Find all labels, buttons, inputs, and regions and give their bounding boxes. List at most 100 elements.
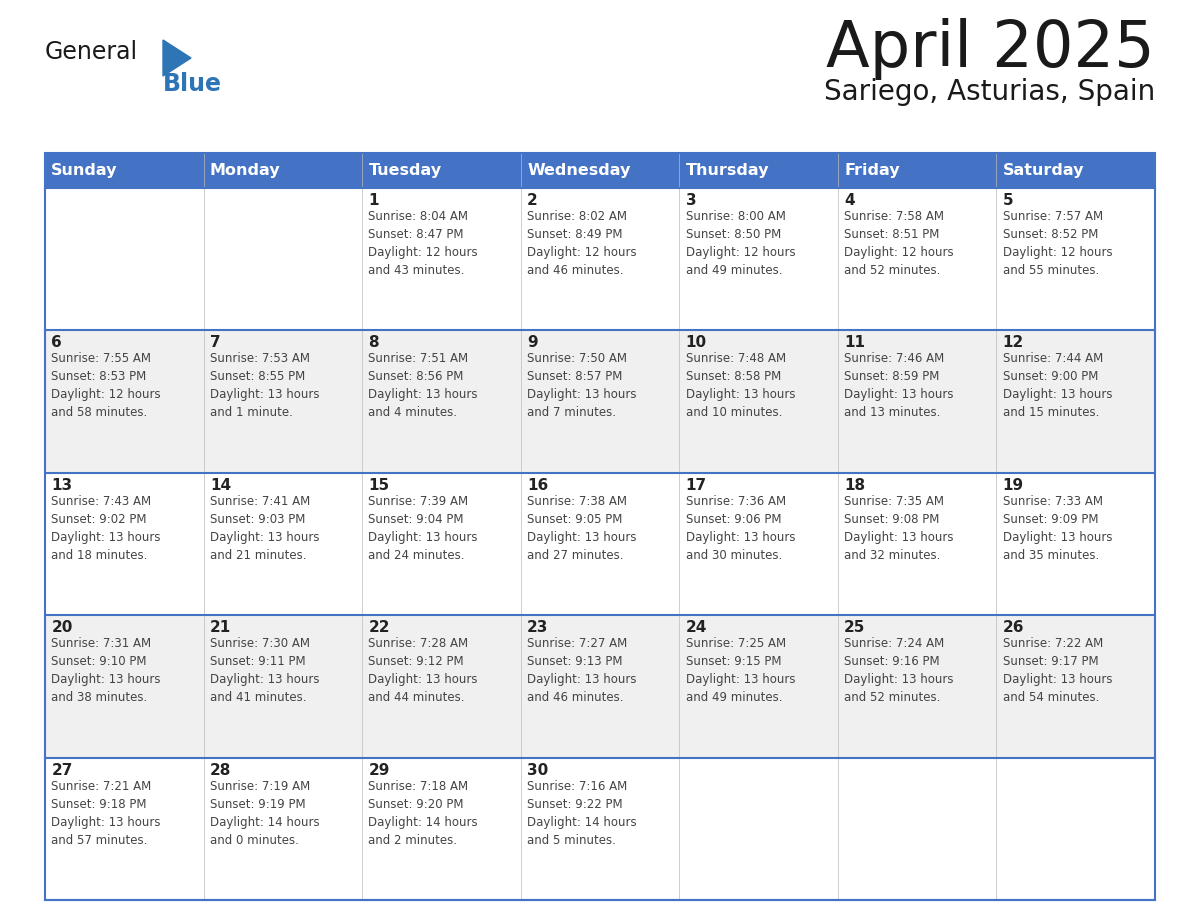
Text: 5: 5 [1003, 193, 1013, 208]
Bar [45, 153, 1155, 900]
Text: Sunrise: 7:36 AM
Sunset: 9:06 PM
Daylight: 13 hours
and 30 minutes.: Sunrise: 7:36 AM Sunset: 9:06 PM Dayligh… [685, 495, 795, 562]
Bar [680, 330, 838, 473]
Text: Sariego, Asturias, Spain: Sariego, Asturias, Spain [823, 78, 1155, 106]
Bar [203, 473, 362, 615]
Bar [997, 330, 1155, 473]
Text: 14: 14 [210, 477, 230, 493]
Text: 7: 7 [210, 335, 221, 351]
Text: Sunrise: 7:19 AM
Sunset: 9:19 PM
Daylight: 14 hours
and 0 minutes.: Sunrise: 7:19 AM Sunset: 9:19 PM Dayligh… [210, 779, 320, 846]
Text: 24: 24 [685, 621, 707, 635]
Bar [203, 153, 362, 188]
Bar [997, 153, 1155, 188]
Text: 16: 16 [527, 477, 549, 493]
Text: Sunrise: 7:46 AM
Sunset: 8:59 PM
Daylight: 13 hours
and 13 minutes.: Sunrise: 7:46 AM Sunset: 8:59 PM Dayligh… [845, 353, 954, 420]
Bar [838, 757, 997, 900]
Text: 13: 13 [51, 477, 72, 493]
Bar [680, 188, 838, 330]
Text: Sunrise: 7:39 AM
Sunset: 9:04 PM
Daylight: 13 hours
and 24 minutes.: Sunrise: 7:39 AM Sunset: 9:04 PM Dayligh… [368, 495, 478, 562]
Bar [838, 473, 997, 615]
Bar [838, 153, 997, 188]
Text: 1: 1 [368, 193, 379, 208]
Bar [362, 473, 520, 615]
Text: 9: 9 [527, 335, 538, 351]
Bar [45, 615, 203, 757]
Text: April 2025: April 2025 [826, 18, 1155, 80]
Text: 30: 30 [527, 763, 549, 778]
Text: 25: 25 [845, 621, 866, 635]
Text: Monday: Monday [210, 163, 280, 178]
Bar [203, 188, 362, 330]
Text: 8: 8 [368, 335, 379, 351]
Text: Sunrise: 7:24 AM
Sunset: 9:16 PM
Daylight: 13 hours
and 52 minutes.: Sunrise: 7:24 AM Sunset: 9:16 PM Dayligh… [845, 637, 954, 704]
Bar [997, 615, 1155, 757]
Text: Friday: Friday [845, 163, 899, 178]
Text: Sunrise: 8:04 AM
Sunset: 8:47 PM
Daylight: 12 hours
and 43 minutes.: Sunrise: 8:04 AM Sunset: 8:47 PM Dayligh… [368, 210, 478, 277]
Text: Sunrise: 7:55 AM
Sunset: 8:53 PM
Daylight: 12 hours
and 58 minutes.: Sunrise: 7:55 AM Sunset: 8:53 PM Dayligh… [51, 353, 160, 420]
Text: Sunrise: 7:31 AM
Sunset: 9:10 PM
Daylight: 13 hours
and 38 minutes.: Sunrise: 7:31 AM Sunset: 9:10 PM Dayligh… [51, 637, 160, 704]
Bar [520, 188, 680, 330]
Text: 27: 27 [51, 763, 72, 778]
Text: 15: 15 [368, 477, 390, 493]
Text: Sunday: Sunday [51, 163, 118, 178]
Text: 26: 26 [1003, 621, 1024, 635]
Text: Sunrise: 7:48 AM
Sunset: 8:58 PM
Daylight: 13 hours
and 10 minutes.: Sunrise: 7:48 AM Sunset: 8:58 PM Dayligh… [685, 353, 795, 420]
Text: Tuesday: Tuesday [368, 163, 442, 178]
Text: 4: 4 [845, 193, 855, 208]
Text: Sunrise: 7:44 AM
Sunset: 9:00 PM
Daylight: 13 hours
and 15 minutes.: Sunrise: 7:44 AM Sunset: 9:00 PM Dayligh… [1003, 353, 1112, 420]
Bar [680, 615, 838, 757]
Text: Sunrise: 7:41 AM
Sunset: 9:03 PM
Daylight: 13 hours
and 21 minutes.: Sunrise: 7:41 AM Sunset: 9:03 PM Dayligh… [210, 495, 320, 562]
Bar [520, 615, 680, 757]
Text: Sunrise: 7:53 AM
Sunset: 8:55 PM
Daylight: 13 hours
and 1 minute.: Sunrise: 7:53 AM Sunset: 8:55 PM Dayligh… [210, 353, 320, 420]
Text: Sunrise: 7:30 AM
Sunset: 9:11 PM
Daylight: 13 hours
and 41 minutes.: Sunrise: 7:30 AM Sunset: 9:11 PM Dayligh… [210, 637, 320, 704]
Bar [45, 757, 203, 900]
Bar [520, 330, 680, 473]
Bar [362, 330, 520, 473]
Text: Sunrise: 7:35 AM
Sunset: 9:08 PM
Daylight: 13 hours
and 32 minutes.: Sunrise: 7:35 AM Sunset: 9:08 PM Dayligh… [845, 495, 954, 562]
Text: Blue: Blue [163, 72, 222, 96]
Bar [203, 757, 362, 900]
Bar [838, 615, 997, 757]
Polygon shape [163, 40, 191, 76]
Bar [997, 757, 1155, 900]
Text: Sunrise: 7:51 AM
Sunset: 8:56 PM
Daylight: 13 hours
and 4 minutes.: Sunrise: 7:51 AM Sunset: 8:56 PM Dayligh… [368, 353, 478, 420]
Text: Sunrise: 7:16 AM
Sunset: 9:22 PM
Daylight: 14 hours
and 5 minutes.: Sunrise: 7:16 AM Sunset: 9:22 PM Dayligh… [527, 779, 637, 846]
Text: 19: 19 [1003, 477, 1024, 493]
Text: 23: 23 [527, 621, 549, 635]
Text: General: General [45, 40, 138, 64]
Text: Sunrise: 7:18 AM
Sunset: 9:20 PM
Daylight: 14 hours
and 2 minutes.: Sunrise: 7:18 AM Sunset: 9:20 PM Dayligh… [368, 779, 478, 846]
Bar [203, 330, 362, 473]
Text: 3: 3 [685, 193, 696, 208]
Text: Sunrise: 7:58 AM
Sunset: 8:51 PM
Daylight: 12 hours
and 52 minutes.: Sunrise: 7:58 AM Sunset: 8:51 PM Dayligh… [845, 210, 954, 277]
Text: 6: 6 [51, 335, 62, 351]
Text: 17: 17 [685, 477, 707, 493]
Text: Sunrise: 7:33 AM
Sunset: 9:09 PM
Daylight: 13 hours
and 35 minutes.: Sunrise: 7:33 AM Sunset: 9:09 PM Dayligh… [1003, 495, 1112, 562]
Text: Sunrise: 7:22 AM
Sunset: 9:17 PM
Daylight: 13 hours
and 54 minutes.: Sunrise: 7:22 AM Sunset: 9:17 PM Dayligh… [1003, 637, 1112, 704]
Text: Sunrise: 7:38 AM
Sunset: 9:05 PM
Daylight: 13 hours
and 27 minutes.: Sunrise: 7:38 AM Sunset: 9:05 PM Dayligh… [527, 495, 637, 562]
Bar [680, 757, 838, 900]
Bar [520, 153, 680, 188]
Bar [45, 188, 203, 330]
Text: 18: 18 [845, 477, 865, 493]
Text: Saturday: Saturday [1003, 163, 1085, 178]
Text: Sunrise: 7:21 AM
Sunset: 9:18 PM
Daylight: 13 hours
and 57 minutes.: Sunrise: 7:21 AM Sunset: 9:18 PM Dayligh… [51, 779, 160, 846]
Text: 20: 20 [51, 621, 72, 635]
Bar [997, 473, 1155, 615]
Text: 28: 28 [210, 763, 232, 778]
Bar [45, 473, 203, 615]
Bar [362, 153, 520, 188]
Text: Sunrise: 8:00 AM
Sunset: 8:50 PM
Daylight: 12 hours
and 49 minutes.: Sunrise: 8:00 AM Sunset: 8:50 PM Dayligh… [685, 210, 795, 277]
Text: 29: 29 [368, 763, 390, 778]
Text: 11: 11 [845, 335, 865, 351]
Text: 22: 22 [368, 621, 390, 635]
Text: Sunrise: 7:25 AM
Sunset: 9:15 PM
Daylight: 13 hours
and 49 minutes.: Sunrise: 7:25 AM Sunset: 9:15 PM Dayligh… [685, 637, 795, 704]
Bar [680, 153, 838, 188]
Bar [520, 757, 680, 900]
Text: Sunrise: 7:27 AM
Sunset: 9:13 PM
Daylight: 13 hours
and 46 minutes.: Sunrise: 7:27 AM Sunset: 9:13 PM Dayligh… [527, 637, 637, 704]
Text: Sunrise: 7:43 AM
Sunset: 9:02 PM
Daylight: 13 hours
and 18 minutes.: Sunrise: 7:43 AM Sunset: 9:02 PM Dayligh… [51, 495, 160, 562]
Bar [520, 473, 680, 615]
Text: Sunrise: 8:02 AM
Sunset: 8:49 PM
Daylight: 12 hours
and 46 minutes.: Sunrise: 8:02 AM Sunset: 8:49 PM Dayligh… [527, 210, 637, 277]
Text: 12: 12 [1003, 335, 1024, 351]
Bar [838, 330, 997, 473]
Text: Thursday: Thursday [685, 163, 769, 178]
Text: 21: 21 [210, 621, 232, 635]
